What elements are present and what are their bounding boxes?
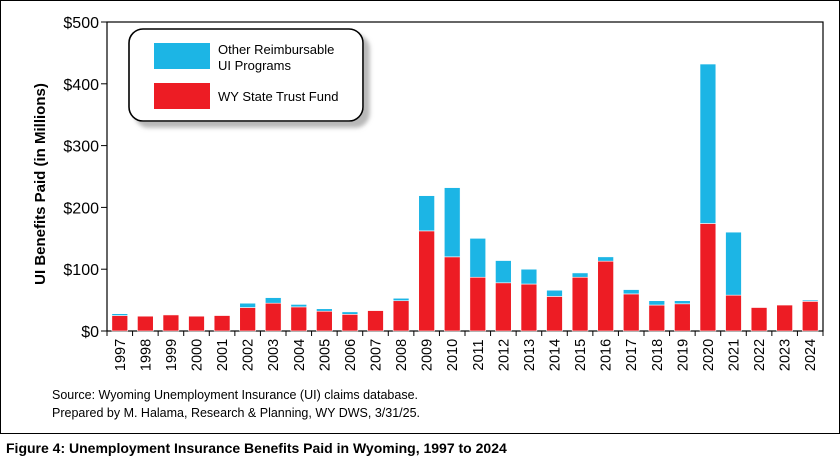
bar-other-programs-2018 xyxy=(648,300,666,306)
x-tick-label: 2014 xyxy=(548,339,564,371)
x-tick-label: 2009 xyxy=(420,339,436,371)
x-tick-label: 2007 xyxy=(369,339,385,371)
x-tick-label: 2000 xyxy=(190,339,206,371)
x-tick-label: 2003 xyxy=(266,339,282,371)
prepared-note: Prepared by M. Halama, Research & Planni… xyxy=(52,406,420,420)
bar-trust-fund-2013 xyxy=(520,283,538,332)
y-tick-label: $100 xyxy=(63,262,99,279)
bar-trust-fund-2020 xyxy=(699,223,717,332)
bar-other-programs-2014 xyxy=(546,289,563,297)
bar-other-programs-2002 xyxy=(239,302,256,308)
bar-trust-fund-2024 xyxy=(801,301,819,332)
bar-trust-fund-2021 xyxy=(725,294,742,332)
x-tick-label: 2005 xyxy=(317,339,333,371)
bar-other-programs-2024 xyxy=(801,299,819,302)
y-axis-title: UI Benefits Paid (in Millions) xyxy=(32,83,49,285)
bar-trust-fund-2008 xyxy=(392,300,410,332)
bar-trust-fund-2003 xyxy=(264,302,282,332)
bar-other-programs-2009 xyxy=(418,195,435,232)
bar-other-programs-2015 xyxy=(571,272,589,278)
bar-trust-fund-2018 xyxy=(648,304,666,332)
legend: Other Reimbursable UI Programs WY State … xyxy=(128,28,364,122)
bar-other-programs-2004 xyxy=(290,304,308,308)
bar-chart: $0 $100 $200 $300 $400 $500 1997 1998 1999 2000 2… xyxy=(32,15,824,371)
x-tick-label: 2004 xyxy=(292,339,308,371)
bar-trust-fund-2017 xyxy=(622,293,640,332)
y-tick-label: $200 xyxy=(63,200,99,217)
bar-trust-fund-2019 xyxy=(674,303,691,332)
bar-trust-fund-2010 xyxy=(443,256,461,332)
x-tick-label: 2010 xyxy=(445,339,461,371)
x-tick-label: 2021 xyxy=(727,339,743,371)
legend-swatch-other xyxy=(154,43,210,69)
x-tick-label: 2013 xyxy=(522,339,538,371)
bar-other-programs-2011 xyxy=(469,238,487,278)
bar-trust-fund-2002 xyxy=(239,307,256,332)
bar-other-programs-1997 xyxy=(111,313,129,316)
y-tick-label: $0 xyxy=(81,324,99,341)
bar-other-programs-2013 xyxy=(520,268,538,285)
bar-trust-fund-1999 xyxy=(162,314,180,332)
legend-swatch-trust xyxy=(154,83,210,109)
bar-other-programs-2017 xyxy=(622,289,640,295)
legend-label-other-line1: Other Reimbursable xyxy=(218,42,334,57)
legend-label-trust: WY State Trust Fund xyxy=(218,89,338,104)
bar-trust-fund-2016 xyxy=(597,260,614,332)
bar-trust-fund-2005 xyxy=(316,310,333,332)
x-tick-label: 2006 xyxy=(343,339,359,371)
x-tick-label: 2008 xyxy=(394,339,410,371)
y-tick-label: $500 xyxy=(63,15,99,32)
x-tick-label: 2001 xyxy=(215,339,231,371)
bar-trust-fund-2023 xyxy=(776,304,793,332)
bar-other-programs-2003 xyxy=(264,297,282,304)
bar-other-programs-2012 xyxy=(495,260,512,284)
bar-trust-fund-2006 xyxy=(341,314,359,332)
x-tick-label: 2011 xyxy=(471,339,487,370)
bar-trust-fund-2004 xyxy=(290,306,308,332)
x-tick-label: 1997 xyxy=(113,339,129,371)
x-tick-label: 2012 xyxy=(496,339,512,371)
bar-trust-fund-2022 xyxy=(750,307,768,332)
x-tick-label: 2022 xyxy=(752,339,768,371)
bar-other-programs-2008 xyxy=(392,297,410,302)
legend-label-other-line2: UI Programs xyxy=(218,58,291,73)
bar-trust-fund-2007 xyxy=(367,310,384,332)
x-tick-label: 2019 xyxy=(675,339,691,371)
x-tick-label: 2024 xyxy=(803,339,819,371)
source-note: Source: Wyoming Unemployment Insurance (… xyxy=(52,388,419,402)
bar-trust-fund-2011 xyxy=(469,276,487,332)
x-tick-label: 2002 xyxy=(241,339,257,371)
bar-trust-fund-2014 xyxy=(546,296,563,332)
x-tick-label: 2015 xyxy=(573,339,589,371)
x-tick-label: 2023 xyxy=(778,339,794,371)
x-tick-label: 2020 xyxy=(701,339,717,371)
bar-other-programs-2021 xyxy=(725,231,742,296)
bar-trust-fund-1998 xyxy=(137,315,154,332)
y-tick-label: $400 xyxy=(63,77,99,94)
x-tick-label: 2017 xyxy=(624,339,640,371)
bar-trust-fund-2012 xyxy=(495,282,512,332)
x-tick-label: 1998 xyxy=(138,339,154,371)
bar-other-programs-2019 xyxy=(674,300,691,305)
bar-trust-fund-1997 xyxy=(111,315,129,332)
bar-other-programs-2010 xyxy=(443,187,461,258)
bar-other-programs-2006 xyxy=(341,311,359,315)
x-tick-label: 1999 xyxy=(164,339,180,371)
bar-trust-fund-2015 xyxy=(571,276,589,332)
bar-other-programs-2005 xyxy=(316,308,333,312)
bar-trust-fund-2000 xyxy=(188,315,205,332)
x-tick-label: 2018 xyxy=(650,339,666,371)
x-tick-label: 2016 xyxy=(599,339,615,371)
chart-frame: $0 $100 $200 $300 $400 $500 1997 1998 1999 2000 2… xyxy=(0,0,840,434)
bar-trust-fund-2009 xyxy=(418,230,435,332)
bar-trust-fund-2001 xyxy=(213,315,231,332)
figure-caption: Figure 4: Unemployment Insurance Benefit… xyxy=(6,440,507,456)
y-tick-label: $300 xyxy=(63,139,99,156)
bar-other-programs-2020 xyxy=(699,63,717,224)
bar-other-programs-2016 xyxy=(597,256,614,262)
